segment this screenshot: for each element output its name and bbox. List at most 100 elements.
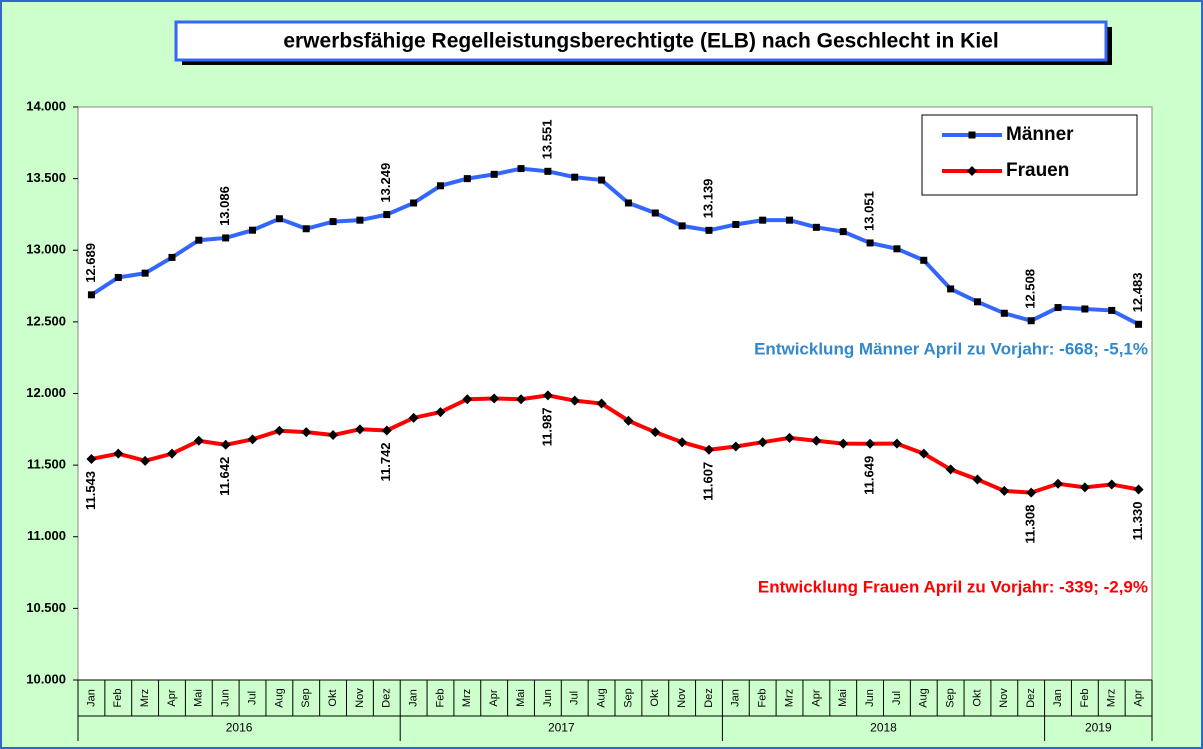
x-tick-label: Jun [864, 689, 876, 707]
point-marker [436, 182, 444, 190]
point-marker [1079, 482, 1090, 493]
x-tick-label: Apr [1132, 689, 1144, 706]
point-marker [999, 485, 1010, 496]
point-marker [544, 167, 552, 175]
annotation: Entwicklung Frauen April zu Vorjahr: -33… [758, 577, 1148, 596]
point-marker [786, 216, 794, 224]
x-group-label: 2019 [1085, 721, 1112, 735]
title-box [174, 20, 1108, 62]
x-tick-label: Feb [112, 689, 124, 708]
point-marker [168, 253, 176, 261]
point-marker [86, 453, 97, 464]
point-marker [571, 173, 579, 181]
point-marker [945, 464, 956, 475]
point-marker [1026, 487, 1037, 498]
point-marker [354, 424, 365, 435]
point-marker [302, 225, 310, 233]
y-tick-label: 14.000 [26, 98, 66, 113]
point-marker [891, 438, 902, 449]
y-tick-label: 13.000 [26, 242, 66, 257]
x-tick-label: Mrz [1106, 689, 1118, 707]
point-marker [973, 298, 981, 306]
point-marker [569, 395, 580, 406]
point-marker [1054, 304, 1062, 312]
point-marker [651, 209, 659, 217]
data-label-bg [1130, 270, 1147, 315]
point-marker [383, 211, 391, 219]
point-marker [462, 394, 473, 405]
x-tick-label: Apr [166, 689, 178, 706]
point-marker [490, 170, 498, 178]
data-label-bg [217, 184, 234, 228]
point-marker [1000, 309, 1008, 317]
point-marker [1106, 479, 1117, 490]
point-marker [328, 430, 339, 441]
y-tick-label: 12.000 [26, 385, 66, 400]
point-marker [222, 234, 230, 242]
x-group-label: 2018 [870, 721, 897, 735]
x-tick-label: Aug [273, 688, 285, 708]
point-marker [329, 218, 337, 226]
legend-box [921, 114, 1138, 196]
point-marker [757, 437, 768, 448]
point-marker [141, 269, 149, 277]
point-marker [489, 393, 500, 404]
point-marker [249, 226, 257, 234]
point-marker [113, 448, 124, 459]
point-marker [732, 220, 740, 228]
point-marker [811, 435, 822, 446]
y-tick-label: 10.000 [26, 671, 66, 686]
point-marker [918, 448, 929, 459]
point-marker [140, 455, 151, 466]
data-label: 11.649 [862, 456, 877, 495]
data-label: 11.330 [1130, 501, 1145, 540]
data-label: 12.483 [1130, 273, 1145, 313]
legend-label: Frauen [1006, 160, 1069, 181]
point-marker [598, 176, 606, 184]
y-tick-label: 11.000 [27, 528, 66, 543]
point-marker [920, 256, 928, 264]
point-marker [408, 412, 419, 423]
x-group-label: 2016 [226, 721, 253, 735]
point-marker [705, 226, 713, 234]
x-tick-label: Jan [85, 689, 97, 707]
y-tick-label: 13.500 [26, 170, 66, 185]
point-marker [463, 175, 471, 183]
annotation: Entwicklung Männer April zu Vorjahr: -66… [754, 339, 1148, 358]
x-tick-label: Okt [649, 689, 661, 706]
data-label-bg [700, 176, 717, 221]
point-marker [356, 216, 364, 224]
x-tick-label: Nov [676, 688, 688, 708]
point-marker [812, 223, 820, 231]
point-marker [1027, 317, 1035, 325]
point-marker [865, 438, 876, 449]
data-label: 11.607 [700, 462, 715, 501]
x-tick-label: Jan [408, 689, 420, 707]
point-marker [703, 444, 714, 455]
x-group-label: 2017 [548, 721, 575, 735]
x-tick-label: Jul [891, 691, 903, 705]
x-tick-label: Jan [730, 689, 742, 707]
chart-title: erwerbsfähige Regelleistungsberechtigte … [283, 30, 998, 53]
point-marker [650, 427, 661, 438]
data-label: 11.308 [1023, 505, 1038, 544]
data-label-bg [539, 117, 556, 162]
point-marker [1108, 306, 1116, 314]
data-label: 11.742 [378, 442, 393, 481]
x-tick-label: Jun [220, 689, 232, 707]
point-marker [677, 437, 688, 448]
point-marker [759, 216, 767, 224]
data-label: 11.642 [217, 457, 232, 496]
data-label: 13.086 [217, 186, 232, 226]
legend-marker [967, 166, 977, 176]
point-marker [866, 239, 874, 247]
x-tick-label: Aug [595, 688, 607, 708]
point-marker [516, 394, 527, 405]
x-tick-label: Okt [327, 689, 339, 706]
point-marker [730, 441, 741, 452]
x-tick-label: Mrz [139, 689, 151, 707]
point-marker [596, 398, 607, 409]
legend-label: Männer [1006, 124, 1074, 145]
x-tick-label: Dez [381, 688, 393, 708]
